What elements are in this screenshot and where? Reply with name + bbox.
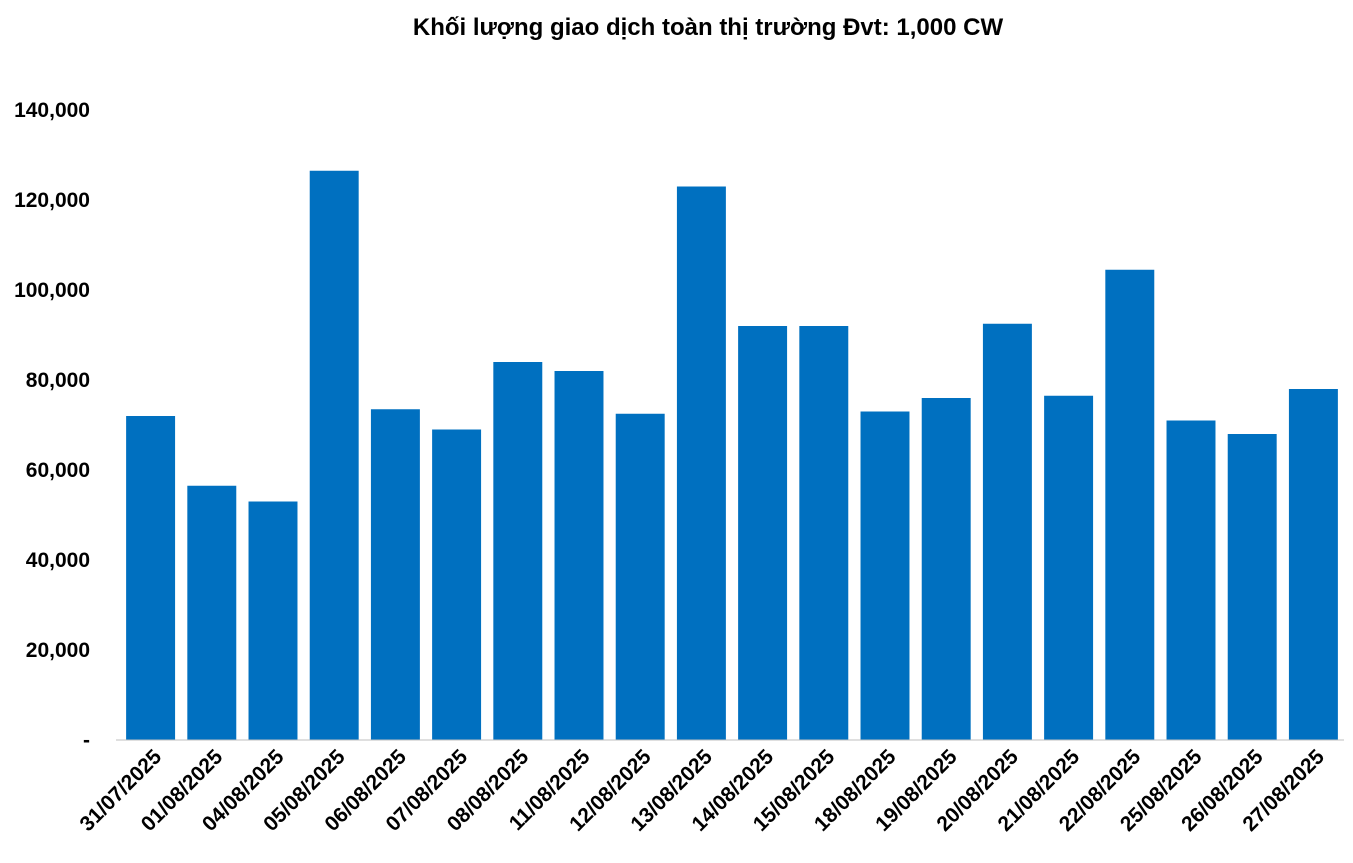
y-tick-label: - [83, 729, 90, 752]
bar [554, 371, 604, 740]
bar [1227, 434, 1277, 740]
bar [1166, 420, 1216, 740]
y-tick-label: 20,000 [26, 639, 90, 662]
y-tick-label: 40,000 [26, 549, 90, 572]
bar [493, 362, 543, 740]
bar [126, 416, 176, 740]
bar [676, 186, 726, 740]
bar [1105, 269, 1155, 740]
bar [187, 485, 237, 740]
y-tick-label: 120,000 [14, 189, 90, 212]
y-tick-label: 100,000 [14, 279, 90, 302]
bar [860, 411, 910, 740]
bar [309, 170, 359, 740]
bar [615, 413, 665, 740]
y-tick-label: 60,000 [26, 459, 90, 482]
chart-title: Khối lượng giao dịch toàn thị trường Đvt… [412, 14, 1004, 41]
bar [432, 429, 482, 740]
bar [738, 326, 788, 740]
bar [921, 398, 971, 740]
bar [248, 501, 298, 740]
bar [799, 326, 849, 740]
y-tick-label: 140,000 [14, 99, 90, 122]
bar [1288, 389, 1338, 740]
bar [1044, 395, 1094, 740]
bar [370, 409, 420, 740]
bar [982, 323, 1032, 740]
y-tick-label: 80,000 [26, 369, 90, 392]
